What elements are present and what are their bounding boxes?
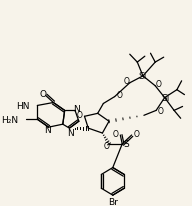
Text: N: N <box>74 104 80 113</box>
Text: O: O <box>156 80 162 89</box>
Text: O: O <box>116 91 122 100</box>
Text: O: O <box>133 129 139 138</box>
Text: S: S <box>123 140 129 149</box>
Text: O: O <box>40 90 46 99</box>
Text: H₂N: H₂N <box>1 115 18 124</box>
Text: Si: Si <box>161 94 170 103</box>
Text: Si: Si <box>139 72 147 81</box>
Text: O: O <box>158 106 164 115</box>
Text: HN: HN <box>16 102 30 110</box>
Text: O: O <box>113 129 118 138</box>
Text: O: O <box>103 142 109 151</box>
Text: N: N <box>67 128 74 137</box>
Text: N: N <box>44 125 51 134</box>
Text: Br: Br <box>108 197 118 206</box>
Text: O: O <box>124 77 130 86</box>
Text: O: O <box>77 110 83 119</box>
